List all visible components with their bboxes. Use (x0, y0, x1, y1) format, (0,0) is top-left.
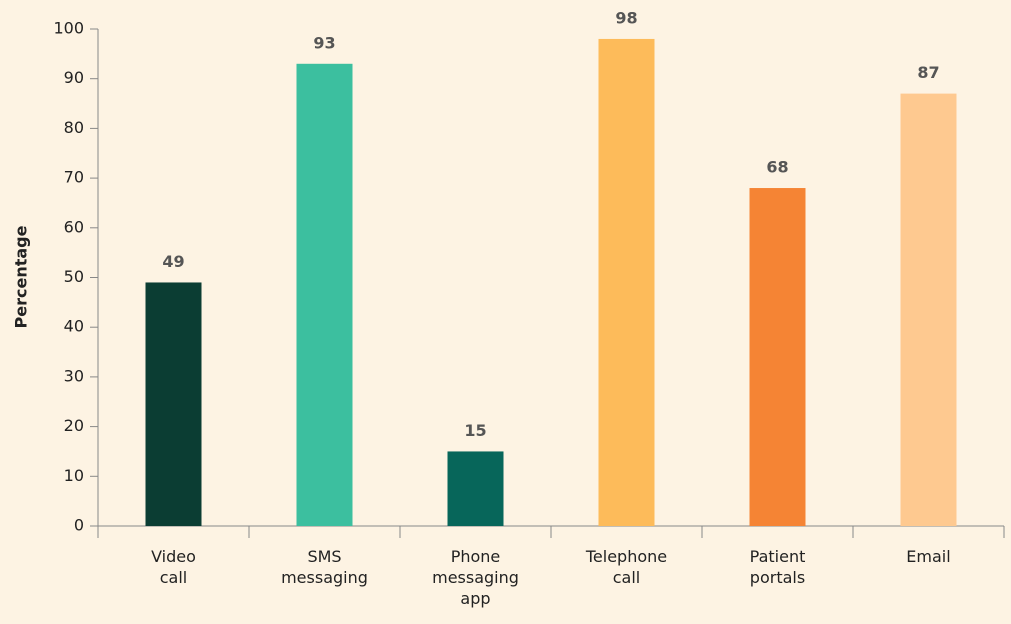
x-tick-label: SMS messaging (281, 547, 368, 587)
y-tick-label: 60 (64, 217, 84, 236)
value-label: 49 (162, 252, 184, 271)
y-tick-label: 100 (53, 19, 84, 38)
x-tick-label: Telephone call (585, 547, 668, 587)
value-label: 68 (766, 158, 788, 177)
x-tick-label: Email (906, 547, 951, 566)
y-tick-label: 40 (64, 317, 84, 336)
y-tick-label: 90 (64, 68, 84, 87)
y-tick-label: 20 (64, 416, 84, 435)
y-axis-label: Percentage (12, 225, 31, 328)
bar (749, 188, 806, 527)
x-tick-label: Patient portals (749, 547, 806, 587)
bar (296, 63, 353, 526)
y-tick-label: 50 (64, 267, 84, 286)
y-tick-label: 70 (64, 168, 84, 187)
value-label: 87 (917, 63, 939, 82)
bar (900, 93, 957, 527)
value-label: 93 (313, 33, 335, 52)
bar (598, 38, 655, 526)
x-tick-label: Video call (151, 547, 196, 587)
value-label: 15 (464, 421, 486, 440)
x-tick-label: Phone messaging app (432, 547, 519, 608)
y-tick-label: 0 (74, 516, 84, 535)
y-tick-label: 10 (64, 466, 84, 485)
bar (447, 451, 504, 526)
bar (145, 282, 202, 526)
y-tick-label: 30 (64, 366, 84, 385)
y-tick-label: 80 (64, 118, 84, 137)
value-label: 98 (615, 8, 637, 27)
